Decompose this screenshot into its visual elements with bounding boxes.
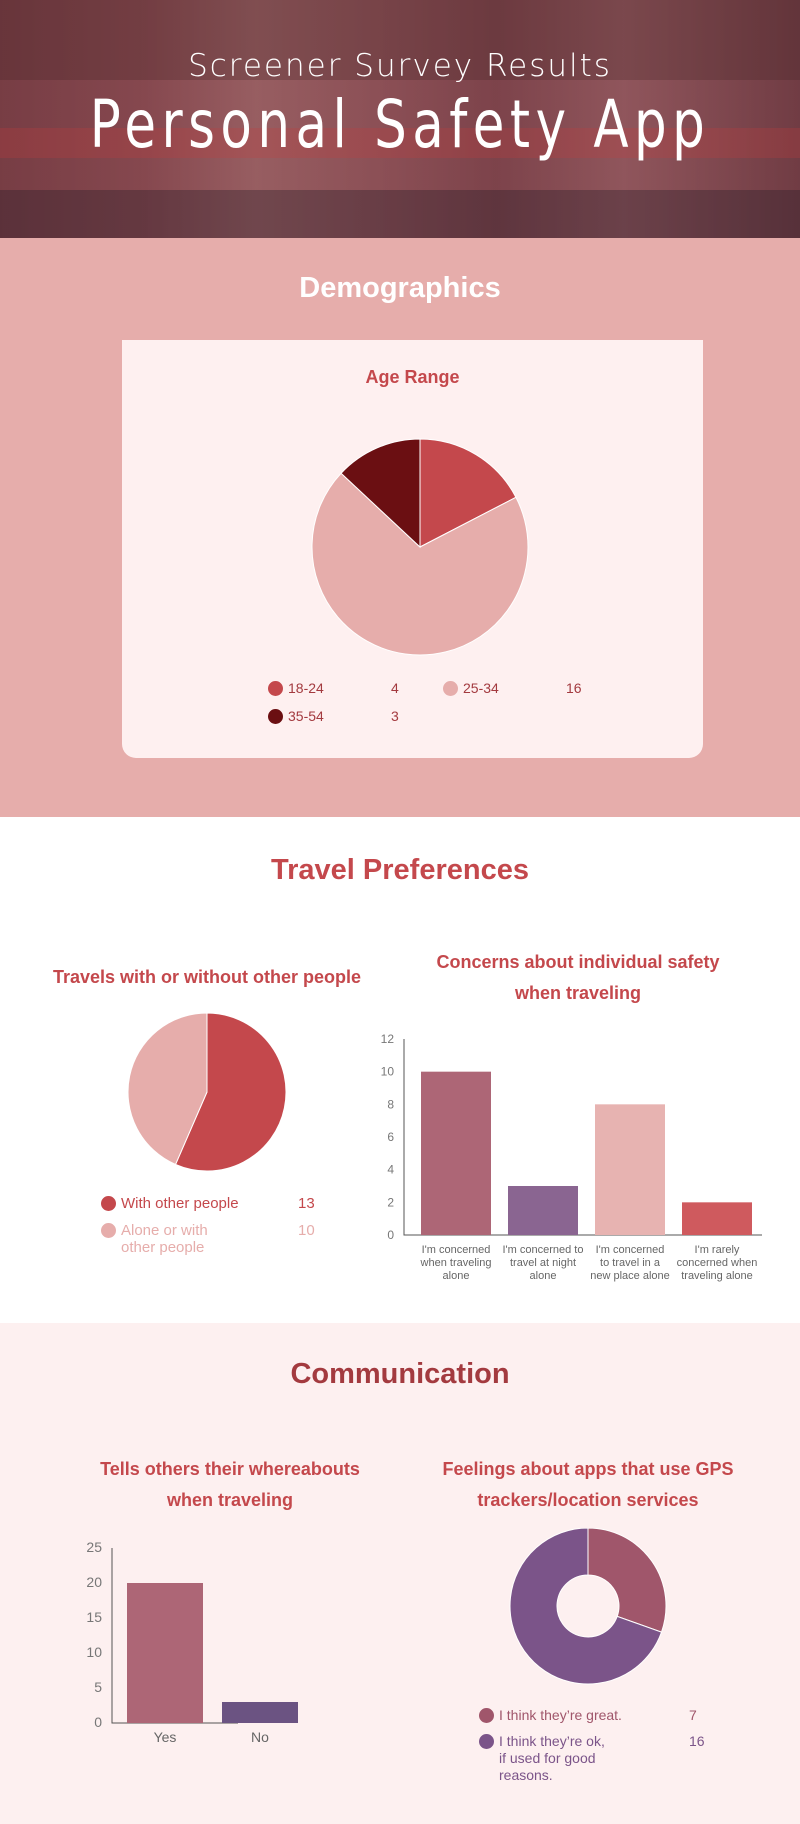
gps-title-line-2: trackers/location services — [477, 1490, 699, 1510]
legend-label: With other people — [121, 1195, 239, 1212]
x-category-label: No — [251, 1729, 269, 1745]
y-tick-label: 25 — [86, 1539, 102, 1555]
bar-4 — [682, 1202, 752, 1235]
x-category-label: alone — [443, 1270, 470, 1282]
y-tick-label: 15 — [86, 1609, 102, 1625]
gps-title-line-1: Feelings about apps that use GPS — [442, 1459, 734, 1479]
x-category-label: I'm concerned to — [503, 1244, 584, 1256]
companion-chart-title: Travels with or without other people — [52, 967, 362, 987]
pie-slice-1 — [174, 1012, 287, 1172]
y-tick-label: 0 — [94, 1714, 102, 1730]
y-tick-label: 0 — [387, 1228, 394, 1242]
legend-swatch — [443, 681, 458, 696]
hero-subtitle: Screener Survey Results — [188, 48, 612, 84]
y-tick-label: 8 — [387, 1097, 394, 1111]
legend-label-line: 25-34 — [463, 680, 499, 696]
x-category-label: concerned when — [677, 1257, 758, 1269]
legend-swatch — [268, 681, 283, 696]
x-category-label: when traveling — [420, 1257, 492, 1269]
y-tick-label: 10 — [381, 1065, 395, 1079]
x-category-label: I'm concerned — [422, 1244, 491, 1256]
legend-swatch — [479, 1708, 494, 1723]
legend-swatch — [268, 709, 283, 724]
y-tick-label: 5 — [94, 1679, 102, 1695]
legend-label: 35-54 — [288, 708, 324, 725]
x-category-label: Yes — [154, 1729, 177, 1745]
bar-2 — [508, 1186, 578, 1235]
x-category-label: to travel in a — [600, 1257, 661, 1269]
age-range-pie-chart — [311, 438, 529, 656]
legend-value: 4 — [391, 680, 399, 696]
gps-donut-chart — [509, 1528, 667, 1685]
age-range-card: Age Range 18-24 4 25-34 16 35-54 3 — [122, 340, 703, 758]
age-range-title: Age Range — [365, 367, 460, 387]
communication-heading: Communication — [290, 1358, 510, 1390]
y-tick-label: 10 — [86, 1644, 102, 1660]
bar-2 — [222, 1702, 298, 1723]
y-tick-label: 6 — [387, 1130, 394, 1144]
legend-label: I think they’re ok, if used for good reaso… — [499, 1733, 605, 1784]
x-category-label: I'm rarely — [695, 1244, 740, 1256]
hero-photo-backdrop — [0, 0, 800, 238]
legend-value: 7 — [689, 1707, 697, 1723]
legend-swatch — [479, 1734, 494, 1749]
companion-pie-chart — [127, 1012, 287, 1172]
legend-value: 3 — [391, 708, 399, 724]
x-category-label: alone — [530, 1270, 557, 1282]
x-category-label: I'm concerned — [596, 1244, 665, 1256]
hero-title: Personal Safety App — [89, 86, 711, 163]
legend-value: 16 — [566, 680, 582, 696]
legend-label: 25-34 — [463, 680, 499, 697]
whereabouts-title-line-2: when traveling — [166, 1490, 294, 1510]
legend-label-line: if used for good — [499, 1750, 596, 1766]
pie-slice-2 — [127, 1012, 208, 1166]
y-tick-label: 4 — [387, 1163, 394, 1177]
concerns-title-line-1: Concerns about individual safety — [436, 952, 720, 972]
x-category-label: traveling alone — [681, 1270, 753, 1282]
pie-slice-1 — [587, 1528, 667, 1633]
whereabouts-chart-title: Tells others their whereabouts when trav… — [60, 1454, 400, 1516]
bar-3 — [595, 1104, 665, 1235]
pie-slice-3 — [340, 438, 421, 549]
hero-banner: Screener Survey Results Personal Safety … — [0, 0, 800, 238]
bar-1 — [127, 1583, 203, 1723]
whereabouts-title-line-1: Tells others their whereabouts — [100, 1459, 360, 1479]
pie-slice-1 — [419, 438, 517, 548]
pie-slice-2 — [509, 1528, 663, 1685]
legend-swatch — [101, 1223, 116, 1238]
y-tick-label: 12 — [381, 1032, 395, 1046]
legend-label-line: reasons. — [499, 1767, 553, 1783]
legend-label-line: I think they’re great. — [499, 1707, 622, 1723]
legend-label-line: other people — [121, 1239, 205, 1256]
concerns-title-line-2: when traveling — [514, 983, 642, 1003]
legend-label-line: 18-24 — [288, 680, 324, 696]
legend-label: Alone or with other people — [121, 1222, 208, 1256]
x-category-label: new place alone — [590, 1270, 670, 1282]
bar-1 — [421, 1071, 491, 1235]
pie-slice-2 — [311, 472, 529, 656]
travel-heading: Travel Preferences — [271, 854, 529, 886]
concerns-chart-title: Concerns about individual safety when tr… — [400, 947, 756, 1009]
legend-label: 18-24 — [288, 680, 324, 697]
legend-label-line: 35-54 — [288, 708, 324, 724]
whereabouts-bar-chart: 0 5 10 15 20 25 Yes No — [86, 1539, 298, 1745]
x-category-label: travel at night — [510, 1257, 576, 1269]
legend-label-line: With other people — [121, 1195, 239, 1212]
legend-label: I think they’re great. — [499, 1707, 622, 1724]
gps-chart-title: Feelings about apps that use GPS tracker… — [418, 1454, 758, 1516]
y-tick-label: 2 — [387, 1195, 394, 1209]
legend-label-line: I think they’re ok, — [499, 1733, 605, 1749]
demographics-heading: Demographics — [299, 272, 501, 304]
legend-value: 13 — [298, 1195, 315, 1212]
demographics-section: Demographics Age Range 18-24 4 25-34 16 35-5… — [0, 238, 800, 817]
y-tick-label: 20 — [86, 1574, 102, 1590]
legend-swatch — [101, 1196, 116, 1211]
legend-value: 10 — [298, 1222, 315, 1239]
legend-label-line: Alone or with — [121, 1222, 208, 1239]
travel-preferences-section: Travel Preferences Travels with or witho… — [0, 817, 800, 1323]
communication-section: Communication Tells others their whereab… — [0, 1323, 800, 1824]
legend-value: 16 — [689, 1733, 705, 1749]
